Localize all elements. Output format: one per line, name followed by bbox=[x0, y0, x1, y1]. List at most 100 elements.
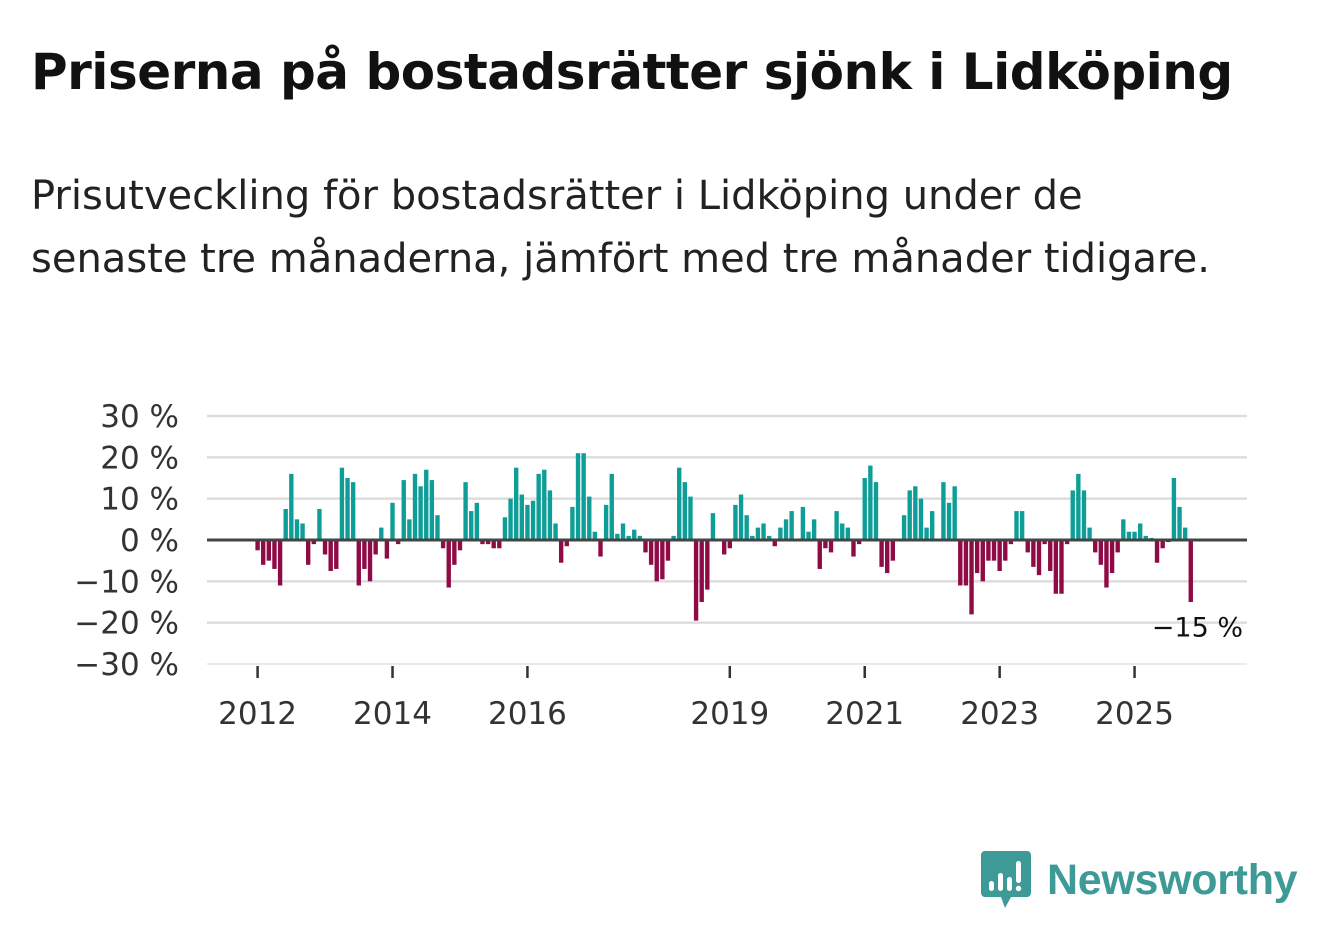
bar bbox=[1087, 527, 1092, 540]
bar bbox=[677, 467, 682, 540]
bar bbox=[1160, 540, 1165, 549]
bar bbox=[789, 511, 794, 540]
bar bbox=[907, 490, 912, 540]
bars bbox=[255, 453, 1193, 621]
bar bbox=[1053, 540, 1059, 594]
bar bbox=[317, 509, 322, 540]
bar bbox=[997, 540, 1002, 571]
bar bbox=[407, 519, 412, 540]
bar bbox=[1036, 540, 1042, 576]
bar bbox=[991, 540, 997, 561]
x-tick-label: 2025 bbox=[1095, 696, 1174, 732]
bar bbox=[840, 523, 845, 540]
bar bbox=[806, 531, 811, 540]
bar bbox=[682, 482, 688, 540]
logo-bar-4 bbox=[1016, 861, 1021, 883]
bar bbox=[761, 523, 766, 540]
bar bbox=[350, 482, 356, 540]
bar bbox=[463, 482, 468, 540]
bar bbox=[440, 540, 446, 549]
bar bbox=[800, 506, 806, 540]
x-tick-label: 2016 bbox=[488, 696, 567, 732]
bar bbox=[412, 473, 418, 540]
bar bbox=[570, 506, 575, 540]
bar bbox=[1019, 511, 1025, 540]
bar bbox=[300, 523, 305, 540]
bar bbox=[969, 540, 974, 615]
bar bbox=[1182, 527, 1188, 540]
bar bbox=[660, 540, 665, 580]
bar bbox=[1025, 540, 1030, 553]
bar bbox=[705, 540, 710, 590]
bar bbox=[508, 498, 513, 540]
bar bbox=[536, 473, 541, 540]
bar bbox=[643, 540, 648, 553]
bar bbox=[1188, 540, 1193, 602]
bar bbox=[1076, 473, 1081, 540]
y-tick-label: 20 % bbox=[100, 440, 179, 476]
bar bbox=[924, 527, 929, 540]
bar bbox=[986, 540, 991, 561]
bar bbox=[626, 535, 631, 540]
bar bbox=[519, 494, 524, 540]
y-tick-label: 10 % bbox=[100, 482, 179, 518]
bar bbox=[766, 535, 772, 540]
logo-bar-3 bbox=[1007, 877, 1012, 891]
y-tick-label: −20 % bbox=[74, 606, 179, 642]
bar bbox=[879, 540, 884, 567]
x-tick-label: 2012 bbox=[218, 696, 297, 732]
bar bbox=[373, 540, 378, 555]
bar bbox=[963, 540, 969, 586]
bar bbox=[851, 540, 856, 557]
bar bbox=[772, 540, 777, 547]
bar bbox=[1042, 540, 1047, 545]
bar bbox=[1070, 490, 1075, 540]
bar bbox=[480, 540, 485, 545]
newsworthy-brand: Newsworthy bbox=[981, 848, 1298, 912]
bar bbox=[941, 482, 946, 540]
gridlines bbox=[207, 414, 1247, 665]
bar bbox=[390, 502, 395, 540]
bar bbox=[885, 540, 890, 574]
x-tick-label: 2019 bbox=[690, 696, 769, 732]
bar bbox=[542, 469, 547, 540]
bar bbox=[952, 486, 957, 540]
bar bbox=[474, 502, 480, 540]
bar bbox=[283, 509, 288, 540]
bar bbox=[401, 480, 406, 540]
bar bbox=[592, 531, 598, 540]
newsworthy-logo-icon bbox=[981, 851, 1031, 908]
bar bbox=[845, 527, 851, 540]
bar bbox=[744, 515, 749, 540]
bar bbox=[750, 535, 755, 540]
brand-name: Newsworthy bbox=[1047, 855, 1298, 904]
bar bbox=[609, 473, 614, 540]
bar bbox=[834, 511, 839, 540]
bar bbox=[603, 504, 609, 540]
bar bbox=[384, 540, 390, 559]
bar bbox=[502, 517, 508, 540]
bar bbox=[547, 490, 553, 540]
bar bbox=[452, 540, 457, 565]
logo-speech-bubble bbox=[981, 851, 1031, 908]
bar bbox=[1126, 531, 1132, 540]
bar bbox=[564, 540, 569, 547]
bar bbox=[856, 540, 862, 545]
bar bbox=[334, 540, 339, 569]
bar bbox=[446, 540, 451, 588]
bar bbox=[255, 540, 260, 551]
bar bbox=[1093, 540, 1098, 553]
bar bbox=[345, 478, 350, 540]
bar bbox=[654, 540, 659, 582]
bar bbox=[1154, 540, 1160, 563]
bar bbox=[778, 527, 783, 540]
bar bbox=[306, 540, 311, 565]
bar bbox=[1081, 490, 1087, 540]
bar bbox=[755, 527, 761, 540]
bar bbox=[497, 540, 502, 549]
bar bbox=[362, 540, 367, 569]
bar bbox=[1098, 540, 1104, 565]
x-tick-label: 2023 bbox=[960, 696, 1039, 732]
bar bbox=[918, 498, 924, 540]
bar bbox=[598, 540, 603, 557]
